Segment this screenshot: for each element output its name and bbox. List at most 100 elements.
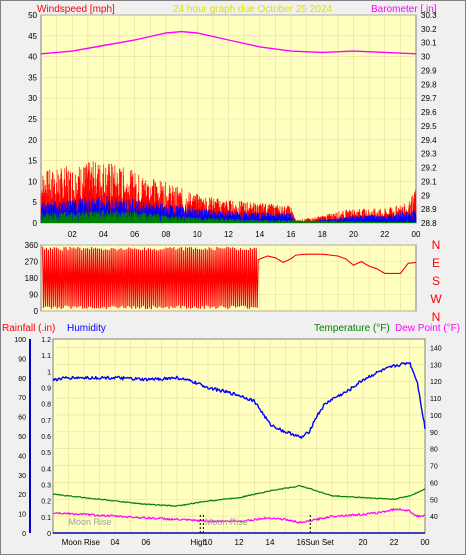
temperature-tick-label: 90 [430,430,438,437]
barometer-axis-title: Barometer [.in] [371,4,437,15]
wind-direction-degree-labels: 0 90 180 270 360 [25,241,39,316]
temperature-tick-label: 70 [430,464,438,471]
temperature-tick-label: 120 [430,379,442,386]
temperature-tick-labels: 40 50 60 70 80 90 100 110 120 130 140 [430,345,442,521]
windspeed-tick-label: 35 [28,73,37,82]
time-tick-label: 14 [266,538,275,547]
time-tick-label: 06 [142,538,151,547]
temperature-tick-label: 50 [430,497,438,504]
temperature-axis-title: Temperature (°F) [314,323,390,334]
time-tick-label: 12 [235,538,244,547]
humidity-tick-label: 30 [18,473,26,480]
time-tick-label: 00 [412,230,421,239]
time-tick-label: 04 [99,230,108,239]
astronomy-event-label: Moon Rise [62,538,101,547]
humidity-tick-labels: 0 10 20 30 40 50 60 70 80 90 100 [14,337,31,538]
windspeed-tick-label: 45 [28,32,37,41]
windspeed-tick-label: 5 [33,198,38,207]
rainfall-tick-label: 1 [47,369,51,376]
temperature-series [52,485,426,507]
barometer-tick-label: 29.5 [421,122,437,131]
temperature-tick-label: 100 [430,413,442,420]
barometer-tick-label: 29.1 [421,177,437,186]
time-tick-label: 10 [204,538,213,547]
rainfall-tick-label: 1.1 [41,353,51,360]
rainfall-tick-label: 0.6 [41,434,51,441]
temperature-tick-label: 130 [430,362,442,369]
barometer-series [40,30,417,55]
wind-direction-degree-label: 0 [34,307,39,316]
barometer-tick-label: 29.4 [421,136,437,145]
compass-label: S [432,274,440,288]
wind-low-series [40,209,417,223]
time-tick-label: 16 [297,538,306,547]
windspeed-tick-label: 10 [28,177,37,186]
humidity-axis-title: Humidity [67,323,106,334]
windspeed-axis-title: Windspeed [mph] [37,4,115,15]
barometer-tick-label: 30 [421,53,430,62]
barometer-tick-label: 29.9 [421,66,437,75]
time-tick-labels-bottom: 04 06 10 12 14 16 20 22 00 Moon Rise High Sun Set [62,538,430,547]
rainfall-tick-label: 0.8 [41,402,51,409]
rainfall-tick-label: 0.4 [41,466,51,473]
time-tick-label: 08 [162,230,171,239]
rainfall-tick-labels: 0 0.1 0.2 0.3 0.4 0.5 0.6 0.7 0.8 0.9 1 1.1 1.2 [41,337,51,538]
barometer-tick-label: 30.1 [421,39,437,48]
barometer-tick-label: 29.6 [421,108,437,117]
dewpoint-axis-title: Dew Point (°F) [395,323,460,334]
astronomy-event-label: High [190,538,206,547]
windspeed-tick-label: 25 [28,115,37,124]
barometer-tick-labels: 28.8 28.9 29 29.1 29.2 29.3 29.4 29.5 29.6 29.7 29… [421,11,437,228]
astronomy-markers: Moon Rise Moon Rise [69,515,311,533]
rainfall-tick-label: 0.7 [41,418,51,425]
time-tick-label: 22 [380,230,389,239]
moon-rise-overlay-label: Moon Rise [205,517,248,527]
time-tick-label: 06 [130,230,139,239]
barometer-tick-label: 29.3 [421,150,437,159]
barometer-tick-label: 28.9 [421,205,437,214]
barometer-tick-label: 29.8 [421,80,437,89]
wind-direction-degree-label: 180 [25,274,39,283]
humidity-series [52,362,426,439]
wind-direction-degree-label: 90 [29,291,38,300]
rainfall-tick-label: 0.2 [41,499,51,506]
compass-label: N [432,310,441,324]
temperature-tick-label: 60 [430,480,438,487]
humidity-temperature-series [52,362,426,534]
time-tick-label: 16 [287,230,296,239]
wind-direction-series [42,246,417,310]
humidity-tick-label: 70 [18,395,26,402]
rainfall-axis-title: Rainfall (.in) [2,323,55,334]
barometer-tick-label: 28.8 [421,219,437,228]
windspeed-tick-label: 40 [28,53,37,62]
windspeed-tick-label: 0 [33,219,38,228]
rainfall-tick-label: 0.5 [41,450,51,457]
time-tick-label: 12 [224,230,233,239]
rainfall-tick-label: 1.2 [41,337,51,344]
wind-barometer-series [40,30,417,223]
windspeed-tick-label: 15 [28,157,37,166]
barometer-tick-label: 30.3 [421,11,437,20]
humidity-tick-label: 90 [18,356,26,363]
windspeed-tick-label: 20 [28,136,37,145]
time-tick-label: 04 [111,538,120,547]
temperature-tick-label: 80 [430,447,438,454]
rainfall-tick-label: 0.9 [41,386,51,393]
barometer-tick-label: 29.2 [421,164,437,173]
compass-label: W [430,292,442,306]
time-tick-label: 18 [318,230,327,239]
compass-label: E [432,256,440,270]
temperature-tick-label: 110 [430,396,441,403]
temperature-tick-label: 40 [430,514,438,521]
time-tick-label: 00 [421,538,430,547]
humidity-tick-label: 60 [18,415,26,422]
barometer-tick-label: 29.7 [421,94,437,103]
humidity-tick-label: 0 [22,531,26,538]
barometer-tick-label: 30.2 [421,25,437,34]
rainfall-tick-label: 0 [47,531,51,538]
moon-rise-overlay-label: Moon Rise [69,517,112,527]
wind-direction-degree-label: 360 [25,241,39,250]
time-tick-label: 14 [255,230,264,239]
time-tick-label: 20 [359,538,368,547]
